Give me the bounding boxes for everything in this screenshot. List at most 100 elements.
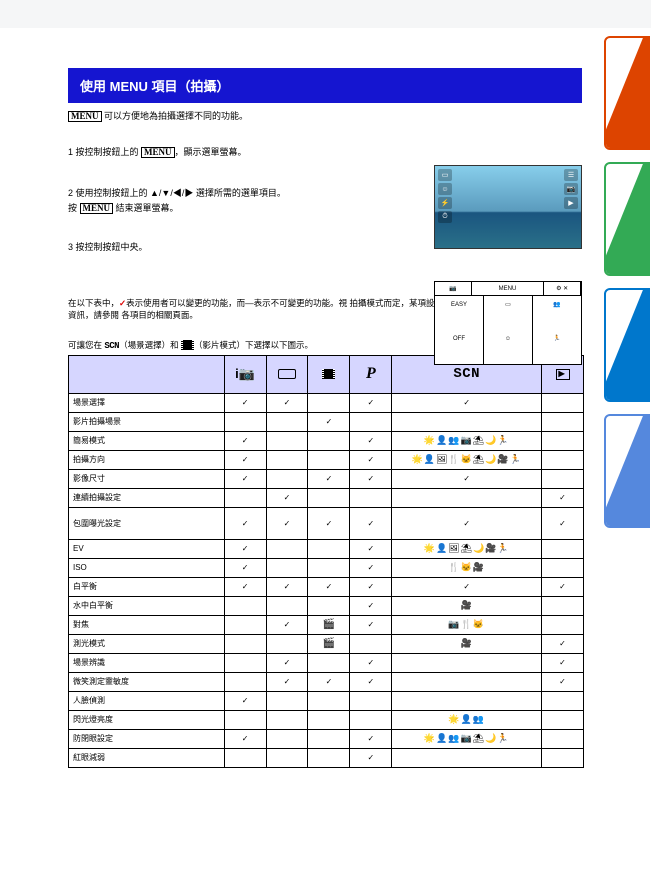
side-tab-1[interactable] <box>604 36 650 150</box>
screenshot-1-icons-left: ▭ ☺ ⚡ ⏱ <box>438 169 452 225</box>
cell-pano: ✓ <box>266 672 308 691</box>
row-label: 防閉眼設定 <box>69 729 225 748</box>
cell-pano <box>266 412 308 431</box>
table-row: 對焦✓🎬✓📷🍴🐱 <box>69 615 584 634</box>
cell-pano <box>266 558 308 577</box>
cell-movie <box>308 431 350 450</box>
cell-scn: 📷🍴🐱 <box>392 615 542 634</box>
scn-header-icon: SCN <box>453 366 480 382</box>
side-tab-2[interactable] <box>604 162 650 276</box>
row-label: 影像尺寸 <box>69 469 225 488</box>
easy-icon <box>556 369 570 380</box>
row-label: ISO <box>69 558 225 577</box>
s2-col: 👥 🏃 <box>533 296 581 364</box>
s2-row: EASY <box>435 296 483 313</box>
row-label: 測光模式 <box>69 634 225 653</box>
row-label: 連續拍攝設定 <box>69 488 225 507</box>
cell-ia: ✓ <box>224 558 266 577</box>
cell-movie <box>308 539 350 558</box>
cell-pano <box>266 469 308 488</box>
cell-ia: ✓ <box>224 729 266 748</box>
menu-badge-inline-2: MENU <box>80 203 114 214</box>
cell-p <box>350 710 392 729</box>
mini-icon: ▶ <box>564 197 578 209</box>
cell-easy: ✓ <box>542 634 584 653</box>
table-row: 場景選擇✓✓✓✓ <box>69 393 584 412</box>
table-row: 閃光燈亮度🌟👤👥 <box>69 710 584 729</box>
s2-body: EASY OFF ▭ ☺ 👥 🏃 <box>435 296 581 364</box>
mini-icon: ☰ <box>564 169 578 181</box>
table-row: 白平衡✓✓✓✓✓✓ <box>69 577 584 596</box>
cell-movie: ✓ <box>308 672 350 691</box>
row-label: 影片拍攝場景 <box>69 412 225 431</box>
cell-ia <box>224 710 266 729</box>
cell-pano: ✓ <box>266 393 308 412</box>
cell-movie <box>308 558 350 577</box>
cell-ia: ✓ <box>224 431 266 450</box>
cell-scn: 🌟👤🖼🍴🐱⛱🌙🎥🏃 <box>392 450 542 469</box>
intro-text: MENU 可以方便地為拍攝選擇不同的功能。 <box>68 111 583 123</box>
main-table: i📷 P SCN 場景選擇✓✓✓✓影片拍攝場景✓簡易模式✓✓🌟👤👥📷⛱🌙🏃拍攝方… <box>68 355 584 768</box>
cell-easy: ✓ <box>542 672 584 691</box>
step-2-text: 2 使用控制按鈕上的 ▲/▼/◀/▶ 選擇所需的選單項目。 <box>68 188 286 198</box>
cell-ia <box>224 748 266 767</box>
s2-row: ▭ <box>484 296 532 313</box>
table-row: 防閉眼設定✓✓🌟👤👥📷⛱🌙🏃 <box>69 729 584 748</box>
step-1: 1 按控制按鈕上的 MENU，顯示選單螢幕。 <box>68 145 423 158</box>
s2-row <box>435 347 483 364</box>
cell-movie <box>308 450 350 469</box>
cell-movie <box>308 653 350 672</box>
cell-scn <box>392 488 542 507</box>
s2-hcell: MENU <box>472 282 545 295</box>
cell-p: ✓ <box>350 653 392 672</box>
cell-pano: ✓ <box>266 615 308 634</box>
cell-movie <box>308 710 350 729</box>
s2-row: 👥 <box>533 296 581 313</box>
cell-scn: 🎥 <box>392 634 542 653</box>
cell-scn: 🌟👤🖼⛱🌙🎥🏃 <box>392 539 542 558</box>
step-3-text: 3 按控制按鈕中央。 <box>68 242 148 252</box>
cell-pano: ✓ <box>266 488 308 507</box>
step-2: 2 使用控制按鈕上的 ▲/▼/◀/▶ 選擇所需的選單項目。 <box>68 186 423 199</box>
row-label: 閃光燈亮度 <box>69 710 225 729</box>
cell-easy: ✓ <box>542 488 584 507</box>
cell-pano: ✓ <box>266 577 308 596</box>
cell-ia <box>224 488 266 507</box>
cell-ia <box>224 634 266 653</box>
th-p: P <box>350 355 392 393</box>
cell-easy <box>542 710 584 729</box>
cell-ia: ✓ <box>224 691 266 710</box>
row-label: 微笑測定靈敏度 <box>69 672 225 691</box>
mini-icon: ⏱ <box>438 211 452 223</box>
table-row: 紅眼減弱✓ <box>69 748 584 767</box>
table-body: 場景選擇✓✓✓✓影片拍攝場景✓簡易模式✓✓🌟👤👥📷⛱🌙🏃拍攝方向✓✓🌟👤🖼🍴🐱⛱… <box>69 393 584 767</box>
cell-movie <box>308 748 350 767</box>
red-check-icon: ✓ <box>119 298 126 308</box>
cell-ia <box>224 615 266 634</box>
cell-easy <box>542 558 584 577</box>
table-row: 測光模式🎬🎥✓ <box>69 634 584 653</box>
table-row: 影像尺寸✓✓✓✓ <box>69 469 584 488</box>
top-bar <box>0 0 651 28</box>
side-tab-4[interactable] <box>604 414 650 528</box>
cell-scn: ✓ <box>392 469 542 488</box>
cell-p: ✓ <box>350 729 392 748</box>
cell-scn <box>392 691 542 710</box>
cell-ia <box>224 412 266 431</box>
cell-easy <box>542 615 584 634</box>
mini-icon: ▭ <box>438 169 452 181</box>
screenshot-1-icons-right: ☰ 📷 ▶ <box>564 169 578 211</box>
cell-ia: ✓ <box>224 450 266 469</box>
row-label: 水中白平衡 <box>69 596 225 615</box>
table-row: 人臉偵測✓ <box>69 691 584 710</box>
table-row: 簡易模式✓✓🌟👤👥📷⛱🌙🏃 <box>69 431 584 450</box>
cell-p <box>350 691 392 710</box>
cell-p: ✓ <box>350 539 392 558</box>
side-tab-3[interactable] <box>604 288 650 402</box>
step-3: 3 按控制按鈕中央。 <box>68 240 423 253</box>
cell-scn: 🍴🐱🎥 <box>392 558 542 577</box>
th-ia: i📷 <box>224 355 266 393</box>
cell-pano <box>266 450 308 469</box>
screenshot-1: ▭ ☺ ⚡ ⏱ ☰ 📷 ▶ <box>434 165 582 249</box>
mini-icon: 📷 <box>564 183 578 195</box>
